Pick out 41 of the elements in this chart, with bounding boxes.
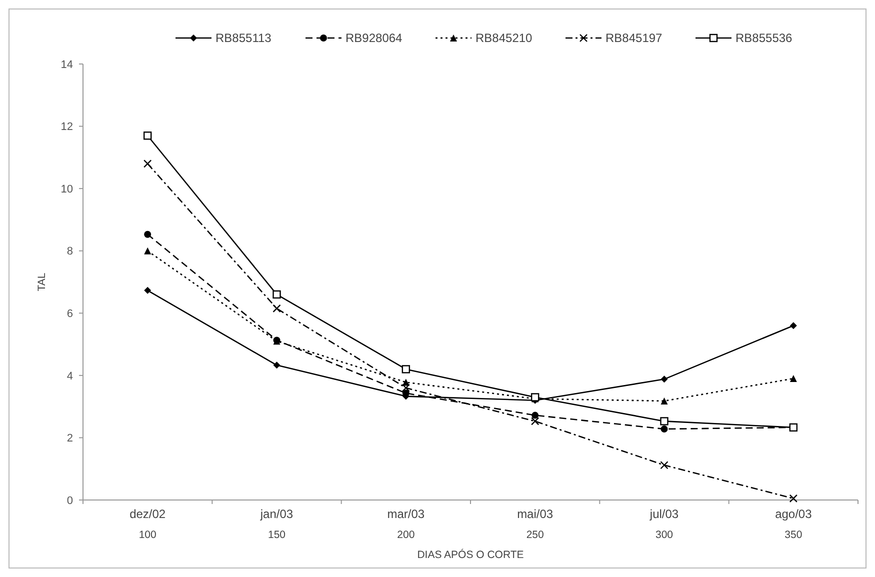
point bbox=[143, 160, 152, 168]
y-tick-label: 10 bbox=[60, 183, 73, 196]
point bbox=[660, 397, 668, 404]
point bbox=[532, 412, 539, 419]
x-tick-label: mar/03 200 bbox=[387, 507, 425, 541]
x-tick-label: mai/03 250 bbox=[517, 507, 554, 541]
point bbox=[273, 362, 280, 369]
point bbox=[272, 290, 281, 299]
y-tick-label: 6 bbox=[66, 308, 73, 320]
legend-label: RB845210 bbox=[476, 31, 533, 46]
y-tick-label: 8 bbox=[66, 246, 73, 258]
point bbox=[144, 286, 152, 294]
y-tick-label: 4 bbox=[66, 370, 73, 382]
y-tick-label: 14 bbox=[60, 58, 73, 71]
point bbox=[789, 494, 798, 503]
point bbox=[660, 425, 668, 432]
y-axis-title: TAL bbox=[36, 272, 48, 292]
x-axis-title: DIAS APÓS O CORTE bbox=[417, 548, 524, 561]
point bbox=[144, 230, 152, 238]
point bbox=[402, 365, 410, 374]
legend-label: RB855536 bbox=[736, 31, 793, 46]
y-tick-label: 2 bbox=[66, 432, 73, 445]
point bbox=[660, 417, 668, 426]
x-tick-label: dez/02 100 bbox=[130, 507, 166, 541]
point bbox=[402, 384, 410, 392]
point bbox=[144, 247, 152, 254]
legend-label: RB928064 bbox=[346, 31, 403, 46]
y-tick-label: 0 bbox=[66, 494, 73, 507]
legend-label: RB845197 bbox=[606, 31, 663, 46]
point bbox=[143, 132, 152, 140]
point bbox=[660, 376, 668, 383]
point bbox=[790, 375, 797, 382]
x-tick-label: jul/03 300 bbox=[648, 507, 679, 541]
x-tick-label: ago/03 350 bbox=[775, 507, 812, 541]
legend-label: RB855113 bbox=[216, 31, 272, 46]
point bbox=[530, 417, 540, 426]
x-tick-label: jan/03 150 bbox=[259, 507, 294, 541]
y-tick-label: 12 bbox=[60, 121, 73, 134]
point bbox=[660, 461, 668, 470]
point bbox=[272, 304, 281, 313]
point bbox=[790, 322, 797, 330]
